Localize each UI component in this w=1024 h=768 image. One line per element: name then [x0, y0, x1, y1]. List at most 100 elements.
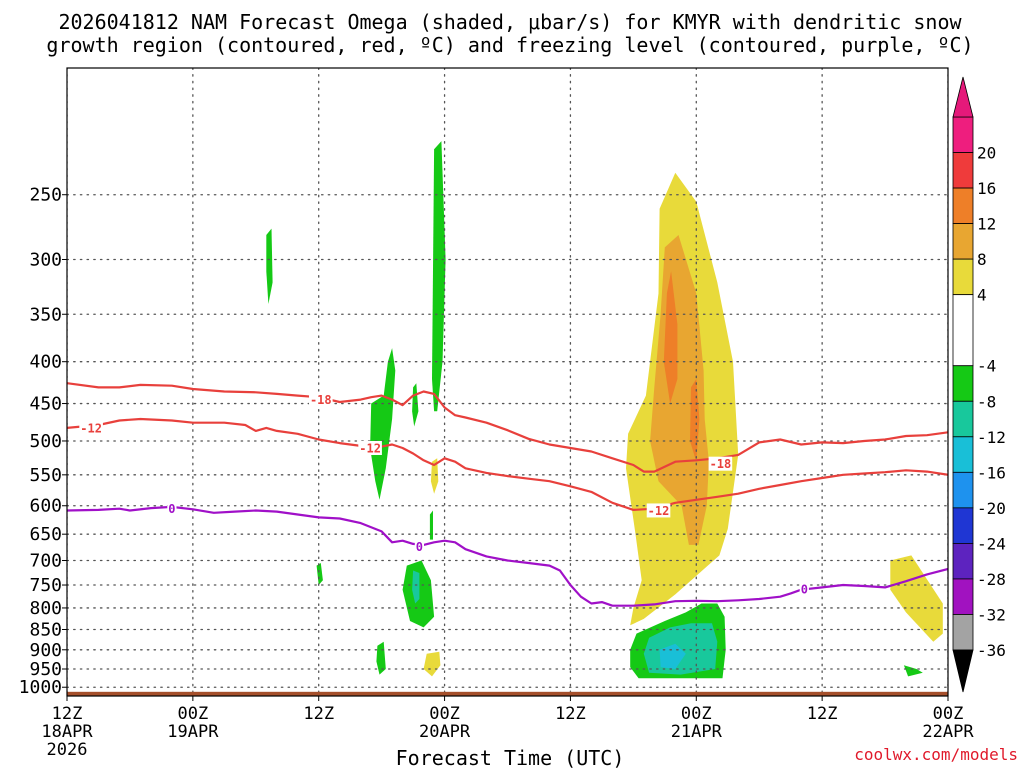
- x-tick-label-36-1: 20APR: [419, 722, 471, 742]
- contour-label-bg: [167, 501, 177, 516]
- y-tick-label-650: 650: [29, 524, 62, 545]
- colorbar-bin-5: [952, 294, 974, 367]
- contour-label-bg: [358, 441, 382, 456]
- colorbar: 20 16 12 8 4 -4 -8 -12 -16 -20 -24 -28 -32 -36: [952, 76, 1006, 693]
- omega-region-19: [903, 665, 923, 677]
- plot-area: -18 -18 -12 -12 -12 0 0 0: [67, 68, 948, 696]
- colorbar-label-7: -12: [977, 428, 1006, 447]
- contour-label-1-1: -12: [359, 442, 381, 456]
- colorbar-bin-11: [952, 543, 974, 580]
- chart-title-line-2: growth region (contoured, red, ºC) and f…: [46, 33, 973, 57]
- omega-region-4: [890, 555, 943, 642]
- contour-label-bg: [79, 420, 103, 435]
- colorbar-label-4: 4: [977, 286, 987, 305]
- colorbar-label-1: 16: [977, 179, 996, 198]
- terrain: [67, 691, 948, 696]
- colorbar-label-3: 8: [977, 250, 987, 269]
- omega-region-5: [423, 651, 441, 677]
- colorbar-label-11: -28: [977, 570, 1006, 589]
- colorbar-bin-2: [952, 187, 974, 224]
- y-tick-label-850: 850: [29, 619, 62, 640]
- omega-region-2: [663, 271, 678, 404]
- colorbar-label-0: 20: [977, 144, 996, 163]
- y-tick-label-900: 900: [29, 640, 62, 661]
- x-tick-label-0-1: 18APR: [41, 722, 93, 742]
- y-tick-label-750: 750: [29, 575, 62, 596]
- colorbar-under-triangle: [952, 649, 974, 693]
- contour-label-bg: [799, 581, 809, 596]
- omega-region-13: [432, 141, 446, 412]
- x-tick-label-12-1: 19APR: [167, 722, 219, 742]
- omega-region-18: [316, 563, 323, 585]
- colorbar-bin-8: [952, 436, 974, 473]
- omega-region-15: [370, 348, 396, 500]
- colorbar-label-13: -36: [977, 641, 1006, 660]
- y-tick-label-350: 350: [29, 304, 62, 325]
- x-axis-label: Forecast Time (UTC): [396, 746, 625, 768]
- y-tick-label-700: 700: [29, 551, 62, 572]
- colorbar-bin-9: [952, 471, 974, 509]
- chart-title-line-1: 2026041812 NAM Forecast Omega (shaded, μ…: [58, 10, 962, 34]
- plot-frame: [66, 67, 949, 697]
- colorbar-bin-7: [952, 400, 974, 438]
- x-tick-label-72-0: 12Z: [807, 704, 838, 724]
- omega-region-9: [659, 643, 686, 669]
- colorbar-label-9: -20: [977, 499, 1006, 518]
- contour-label-1-0: -12: [80, 421, 102, 435]
- colorbar-bin-10: [952, 507, 974, 544]
- contour-label-2-2: 0: [801, 582, 808, 596]
- contour-dgz-12C: [67, 417, 948, 511]
- y-tick-label-600: 600: [29, 496, 62, 517]
- x-tick-label-36-0: 00Z: [429, 704, 460, 724]
- y-tick-label-500: 500: [29, 431, 62, 452]
- contour-label-0-1: -18: [710, 457, 732, 471]
- x-tick-label-24-0: 12Z: [303, 704, 334, 724]
- y-tick-label-950: 950: [29, 659, 62, 680]
- x-tick-label-12-0: 00Z: [177, 704, 208, 724]
- y-tick-label-1000: 1000: [19, 677, 62, 698]
- colorbar-bin-1: [952, 152, 974, 189]
- colorbar-bin-12: [952, 578, 974, 615]
- contour-label-2-0: 0: [168, 502, 175, 516]
- y-tick-label-400: 400: [29, 352, 62, 373]
- contour-dgz-18C: [67, 382, 948, 473]
- omega-region-11: [412, 570, 420, 604]
- colorbar-bin-0: [952, 116, 974, 153]
- omega-region-12: [429, 510, 433, 540]
- contour-label-1-2: -12: [648, 504, 670, 518]
- x-tick-label-84-1: 22APR: [922, 722, 974, 742]
- contour-label-bg: [414, 539, 424, 554]
- x-tick-label-60-1: 21APR: [671, 722, 723, 742]
- colorbar-label-6: -8: [977, 392, 996, 411]
- x-tick-label-60-0: 00Z: [681, 704, 712, 724]
- x-tick-label-48-0: 12Z: [555, 704, 586, 724]
- colorbar-label-10: -24: [977, 534, 1006, 553]
- colorbar-over-triangle: [952, 76, 974, 118]
- x-tick-label-0-0: 12Z: [52, 704, 83, 724]
- contour-label-bg: [309, 392, 333, 407]
- colorbar-label-8: -16: [977, 463, 1006, 482]
- contour-label-bg: [646, 503, 671, 518]
- colorbar-label-2: 12: [977, 215, 996, 234]
- grid: [67, 68, 948, 696]
- contour-label-2-1: 0: [416, 540, 423, 554]
- x-tick-label-84-0: 00Z: [933, 704, 964, 724]
- colorbar-label-12: -32: [977, 605, 1006, 624]
- y-tick-label-450: 450: [29, 394, 62, 415]
- colorbar-bin-4: [952, 258, 974, 296]
- colorbar-bin-13: [952, 614, 974, 651]
- credit-text: coolwx.com/models: [854, 745, 1018, 764]
- omega-region-17: [266, 228, 273, 304]
- omega-region-6: [430, 458, 439, 494]
- colorbar-label-5: -4: [977, 357, 996, 376]
- y-tick-label-800: 800: [29, 598, 62, 619]
- y-tick-label-250: 250: [29, 185, 62, 206]
- y-tick-label-300: 300: [29, 249, 62, 270]
- x-tick-label-0-2: 2026: [47, 740, 88, 760]
- y-axis: 2503003504004505005506006507007508008509…: [19, 185, 67, 698]
- contour-label-bg: [708, 456, 733, 471]
- y-tick-label-550: 550: [29, 465, 62, 486]
